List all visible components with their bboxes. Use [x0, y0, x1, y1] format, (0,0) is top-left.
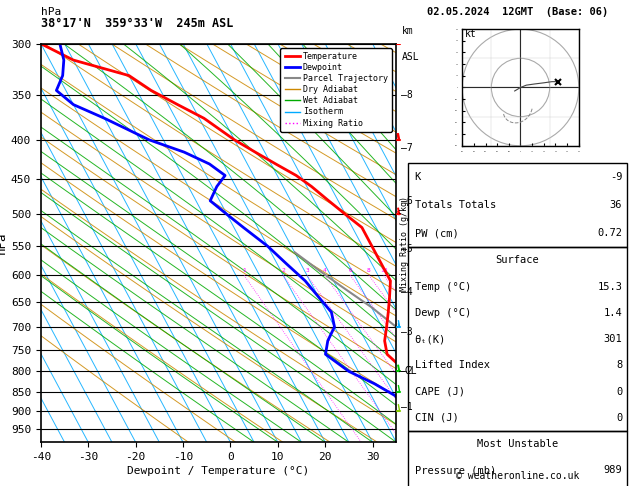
Text: Totals Totals: Totals Totals — [415, 200, 496, 210]
Text: –6: –6 — [401, 196, 413, 206]
Bar — [408, 431, 626, 486]
Text: ASL: ASL — [401, 52, 419, 62]
Text: © weatheronline.co.uk: © weatheronline.co.uk — [455, 471, 579, 481]
Bar — [408, 163, 626, 247]
Text: CAPE (J): CAPE (J) — [415, 387, 465, 397]
Text: –8: –8 — [401, 90, 413, 100]
Text: CIN (J): CIN (J) — [415, 413, 459, 423]
Text: 8: 8 — [616, 361, 622, 370]
Text: hPa: hPa — [41, 7, 61, 17]
Text: Lifted Index: Lifted Index — [415, 361, 489, 370]
Text: 6: 6 — [348, 268, 352, 273]
Text: km: km — [401, 26, 413, 36]
Text: 989: 989 — [604, 466, 622, 475]
Text: Most Unstable: Most Unstable — [477, 439, 558, 449]
Text: –2: –2 — [401, 366, 413, 377]
Text: 3: 3 — [305, 268, 309, 273]
Text: K: K — [415, 172, 421, 182]
Legend: Temperature, Dewpoint, Parcel Trajectory, Dry Adiabat, Wet Adiabat, Isotherm, Mi: Temperature, Dewpoint, Parcel Trajectory… — [281, 48, 392, 132]
Text: Pressure (mb): Pressure (mb) — [415, 466, 496, 475]
Y-axis label: hPa: hPa — [0, 232, 8, 254]
Text: kt: kt — [464, 29, 476, 39]
Text: Surface: Surface — [496, 256, 539, 265]
Text: –3: –3 — [401, 327, 413, 336]
Text: 301: 301 — [604, 334, 622, 344]
Text: -9: -9 — [610, 172, 622, 182]
Text: 1: 1 — [242, 268, 246, 273]
Text: –5: –5 — [401, 244, 413, 254]
Text: 0: 0 — [616, 387, 622, 397]
X-axis label: Dewpoint / Temperature (°C): Dewpoint / Temperature (°C) — [128, 466, 309, 476]
Text: 4: 4 — [323, 268, 326, 273]
Text: 0.72: 0.72 — [598, 228, 622, 238]
Text: 36: 36 — [610, 200, 622, 210]
Bar — [408, 247, 626, 431]
Text: 1.4: 1.4 — [604, 308, 622, 318]
Text: 8: 8 — [367, 268, 370, 273]
Text: –CL: –CL — [399, 366, 417, 377]
Text: –7: –7 — [401, 143, 413, 153]
Text: PW (cm): PW (cm) — [415, 228, 459, 238]
Text: Mixing Ratio (g/kg): Mixing Ratio (g/kg) — [400, 195, 409, 291]
Text: 02.05.2024  12GMT  (Base: 06): 02.05.2024 12GMT (Base: 06) — [426, 7, 608, 17]
Text: 15.3: 15.3 — [598, 282, 622, 292]
Text: 0: 0 — [616, 413, 622, 423]
Text: Dewp (°C): Dewp (°C) — [415, 308, 471, 318]
Text: 38°17'N  359°33'W  245m ASL: 38°17'N 359°33'W 245m ASL — [41, 17, 233, 30]
Text: 2: 2 — [281, 268, 285, 273]
Text: θₜ(K): θₜ(K) — [415, 334, 446, 344]
Text: Temp (°C): Temp (°C) — [415, 282, 471, 292]
Text: –4: –4 — [401, 287, 413, 296]
Text: –1: –1 — [401, 402, 413, 412]
Text: 10: 10 — [380, 268, 387, 273]
